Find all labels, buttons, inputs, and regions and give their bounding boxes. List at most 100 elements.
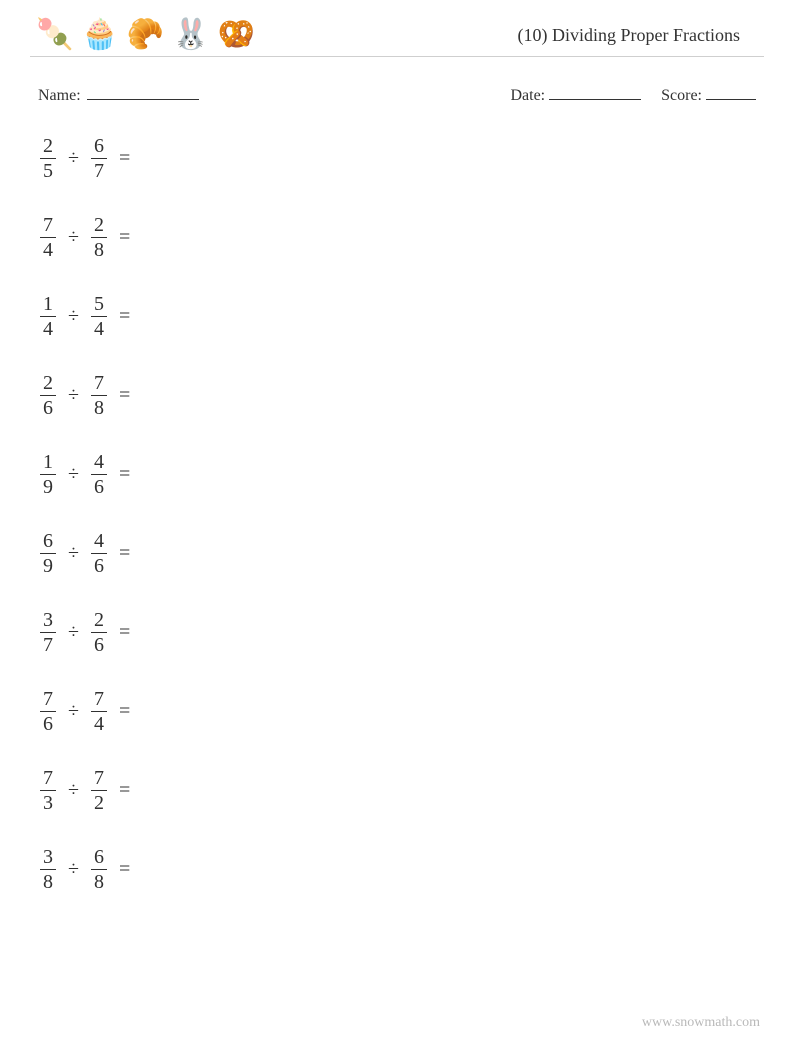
footer-url: www.snowmath.com [642,1015,760,1031]
date-blank [549,83,641,100]
name-field-group: Name: [38,83,199,105]
fraction-a: 25 [40,135,56,182]
fraction-b-numerator: 4 [91,530,107,553]
fraction-b-denominator: 6 [91,633,107,656]
fraction-b: 78 [91,372,107,419]
fraction-b: 74 [91,688,107,735]
equals-sign: = [117,384,130,407]
equals-sign: = [117,858,130,881]
fraction-a-denominator: 9 [40,554,56,577]
fraction-a-denominator: 8 [40,870,56,893]
fraction-a-numerator: 6 [40,530,56,553]
date-field-group: Date: [510,83,641,105]
problem-row: 69÷46= [40,530,764,577]
division-operator: ÷ [66,621,81,644]
division-operator: ÷ [66,305,81,328]
problem-row: 19 ÷ 46 = [40,451,764,498]
fraction-b-denominator: 6 [91,554,107,577]
fraction-b-denominator: 4 [91,712,107,735]
worksheet-title: (10) Dividing Proper Fractions [518,25,758,46]
score-blank [706,83,756,100]
fraction-a-denominator: 6 [40,712,56,735]
fraction-b-denominator: 4 [91,317,107,340]
problem-row: 26 ÷ 78 = [40,372,764,419]
fraction-a-denominator: 5 [40,159,56,182]
fraction-a: 14 [40,293,56,340]
meta-row: Name: Date: Score: [30,57,764,105]
equals-sign: = [117,226,130,249]
problem-row: 14÷54= [40,293,764,340]
fraction-b-denominator: 7 [91,159,107,182]
fraction-b-numerator: 5 [91,293,107,316]
fraction-b-denominator: 8 [91,870,107,893]
equals-sign: = [117,542,130,565]
fraction-a-numerator: 7 [40,688,56,711]
fraction-a-denominator: 4 [40,317,56,340]
problem-row: 74 ÷ 28 = [40,214,764,261]
fraction-a-numerator: 1 [40,293,56,316]
score-label: Score: [661,87,702,104]
fraction-b: 26 [91,609,107,656]
fraction-a: 38 [40,846,56,893]
cupcake-icon: 🧁 [81,20,118,50]
fraction-b-numerator: 2 [91,214,107,237]
popsicle-icon: 🍡 [36,20,73,50]
fraction-b: 28 [91,214,107,261]
division-operator: ÷ [66,384,81,407]
fraction-a: 73 [40,767,56,814]
division-operator: ÷ [66,542,81,565]
fraction-b: 68 [91,846,107,893]
date-label: Date: [510,87,545,104]
fraction-a-numerator: 7 [40,214,56,237]
fraction-b-numerator: 7 [91,688,107,711]
fraction-b-numerator: 6 [91,846,107,869]
fraction-a-numerator: 1 [40,451,56,474]
division-operator: ÷ [66,463,81,486]
fraction-a: 76 [40,688,56,735]
fraction-a: 69 [40,530,56,577]
fraction-a-denominator: 3 [40,791,56,814]
fraction-a-numerator: 7 [40,767,56,790]
fraction-a-numerator: 3 [40,846,56,869]
fraction-a: 26 [40,372,56,419]
date-score-group: Date: Score: [510,83,756,105]
fraction-b-numerator: 2 [91,609,107,632]
fraction-b-numerator: 7 [91,372,107,395]
fraction-a: 19 [40,451,56,498]
fraction-b: 46 [91,530,107,577]
equals-sign: = [117,463,130,486]
croissant-icon: 🥐 [127,20,164,50]
fraction-a-denominator: 4 [40,238,56,261]
division-operator: ÷ [66,779,81,802]
score-field-group: Score: [661,83,756,105]
fraction-b: 54 [91,293,107,340]
fraction-b-numerator: 7 [91,767,107,790]
fraction-b-denominator: 6 [91,475,107,498]
problems-list: 25÷67=74÷28=14÷54=26÷78=19÷46=69÷46=37÷2… [30,105,764,893]
fraction-a-numerator: 2 [40,135,56,158]
pretzel-icon: 🥨 [217,20,254,50]
worksheet-page: 🍡 🧁 🥐 🐰 🥨 (10) Dividing Proper Fractions… [0,0,794,1053]
fraction-a-denominator: 7 [40,633,56,656]
bunny-icon: 🐰 [172,20,209,50]
fraction-b: 67 [91,135,107,182]
fraction-b: 46 [91,451,107,498]
fraction-b-numerator: 6 [91,135,107,158]
problem-row: 76÷74= [40,688,764,735]
problem-row: 25÷67= [40,135,764,182]
fraction-a: 74 [40,214,56,261]
fraction-a-denominator: 9 [40,475,56,498]
header-icons: 🍡 🧁 🥐 🐰 🥨 [36,20,255,50]
division-operator: ÷ [66,858,81,881]
fraction-b: 72 [91,767,107,814]
fraction-b-denominator: 8 [91,396,107,419]
name-label: Name: [38,87,81,105]
problem-row: 73÷72= [40,767,764,814]
fraction-b-numerator: 4 [91,451,107,474]
problem-row: 38÷68= [40,846,764,893]
division-operator: ÷ [66,226,81,249]
equals-sign: = [117,621,130,644]
problem-row: 37÷26= [40,609,764,656]
division-operator: ÷ [66,700,81,723]
fraction-b-denominator: 2 [91,791,107,814]
